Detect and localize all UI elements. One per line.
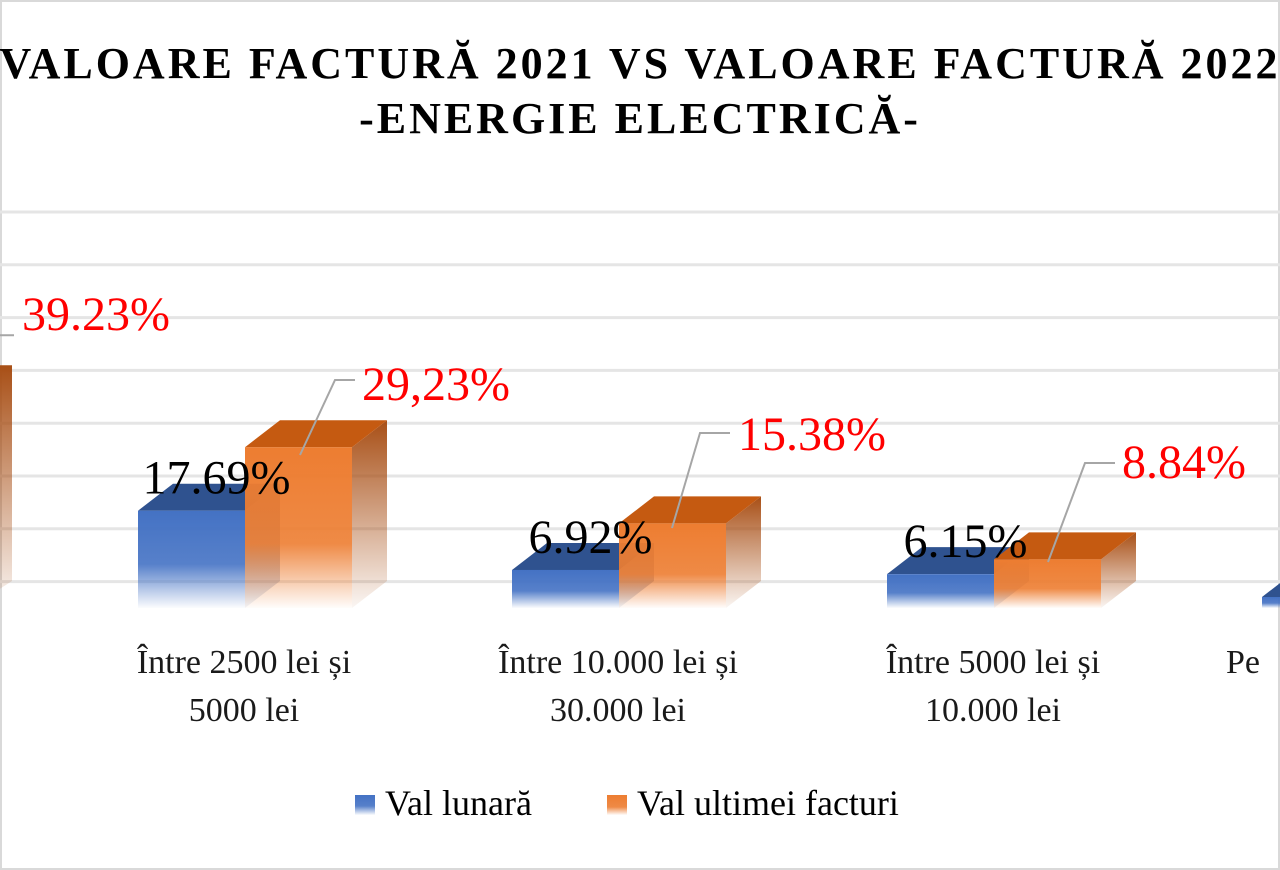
bar-val-lunara [1262,583,1280,608]
bar-val-lunara-front [1262,597,1280,608]
bar-val-ultimei-facturi-top [245,420,387,448]
leader-line-val-ultimei-facturi [671,432,730,529]
bar-val-ultimei-facturi-front [994,559,1101,608]
legend-label-val-lunara: Val lunară [385,783,532,823]
data-label-val-lunara: 6.92% [529,511,653,564]
chart-title-line-2: -ENERGIE ELECTRICĂ- [359,94,921,143]
bar-val-lunara-top [512,542,654,570]
bar-val-lunara-front [512,569,619,608]
bar-val-lunara-top [138,483,280,511]
bars [0,365,1280,608]
bar-val-ultimei-facturi-front [619,523,726,608]
bar-val-ultimei-facturi-front [245,447,352,608]
bar-val-lunara-front [138,510,245,608]
category-label: 30.000 lei [550,692,686,729]
bar-val-ultimei-facturi-top [619,496,761,524]
category-label: Între 10.000 lei și [498,644,738,681]
data-label-val-ultimei-facturi: 29,23% [362,358,510,411]
bar-val-ultimei-facturi [245,420,387,608]
legend-swatch-val-lunara [355,795,375,815]
chart-title-line-1: VALOARE FACTURĂ 2021 VS VALOARE FACTURĂ … [0,39,1280,88]
legend-swatch-val-ultimei-facturi [607,795,627,815]
bar-val-ultimei-facturi [619,496,761,608]
bar-val-lunara-top [1262,583,1280,597]
category-label: Pe [1226,644,1260,681]
data-label-val-ultimei-facturi: 15.38% [738,408,886,461]
bar-val-ultimei-facturi [994,532,1136,608]
bar-val-ultimei-facturi-top [994,532,1136,560]
bar-val-ultimei-facturi-side [352,420,387,608]
category-label: Între 2500 lei și [137,644,351,681]
bar-val-ultimei-facturi-side [726,496,761,608]
bar-val-lunara-front [887,574,994,608]
data-label-val-lunara: 17.69% [143,452,291,505]
category-label: 5000 lei [189,692,299,729]
legend: Val lunară Val ultimei facturi [355,783,899,823]
data-label-val-ultimei-facturi: 8.84% [1122,436,1246,489]
data-labels: 39.23%17.69%29,23%6.92%15.38%6.15%8.84%2 [0,288,1246,568]
legend-label-val-ultimei-facturi: Val ultimei facturi [637,783,899,823]
data-label-val-lunara: 6.15% [904,515,1028,568]
bar-partial-left [0,365,12,589]
category-labels: Între 2500 lei și 5000 lei Între 10.000 le… [137,644,1260,729]
data-label-partial-left: 39.23% [22,288,170,341]
bar-val-ultimei-facturi-side [1101,532,1136,608]
bar-val-lunara-top [887,547,1029,575]
leader-line-val-ultimei-facturi [1047,462,1115,563]
leader-line-val-ultimei-facturi [299,379,355,456]
category-label: Între 5000 lei și [886,644,1100,681]
category-label: 10.000 lei [925,692,1061,729]
